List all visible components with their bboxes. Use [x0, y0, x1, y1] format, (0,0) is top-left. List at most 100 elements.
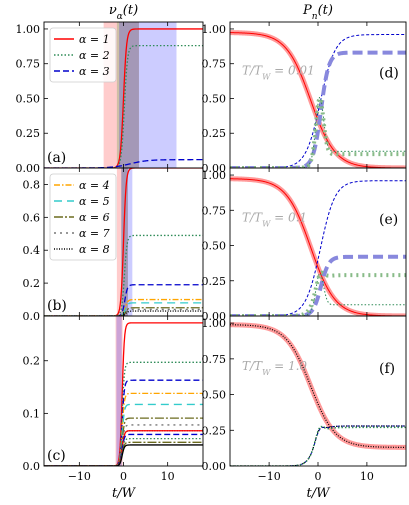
legend-entry: α = 2 — [79, 49, 110, 62]
y-tick-label: 0.50 — [202, 240, 227, 253]
shaded-band — [116, 316, 122, 466]
column-title: Pn(t) — [302, 3, 333, 22]
panel-label: (f) — [379, 361, 395, 377]
annotation: T/TW = 0.01 — [242, 64, 315, 82]
curve-5 — [230, 96, 406, 168]
panel-label: (e) — [379, 212, 398, 228]
y-tick-label: 0.00 — [16, 162, 41, 175]
y-tick-label: 0.50 — [16, 92, 41, 105]
y-tick-label: 0.25 — [202, 275, 227, 288]
y-tick-label: 0.00 — [202, 162, 227, 175]
curve-4 — [230, 50, 406, 168]
series-line-12 — [44, 441, 203, 466]
series-line-10 — [44, 433, 203, 466]
annotation: T/TW = 1.0 — [242, 359, 307, 377]
panel-area — [44, 22, 203, 168]
y-tick-label: 0.0 — [23, 310, 41, 323]
curve-3 — [230, 34, 406, 168]
y-tick-label: 0.25 — [202, 424, 227, 437]
curve-4 — [230, 425, 406, 466]
panel-frame — [229, 167, 407, 317]
series-line-13 — [44, 444, 203, 466]
series-line-3 — [44, 379, 203, 466]
y-tick-label: 0.2 — [23, 355, 41, 368]
curve-2 — [230, 324, 406, 448]
curve-3 — [230, 180, 406, 316]
y-tick-label: 0.50 — [202, 92, 227, 105]
legend-entry: α = 6 — [79, 211, 110, 224]
panel-area — [230, 30, 406, 168]
series-line-1 — [44, 28, 203, 168]
legend-entry: α = 7 — [79, 227, 110, 240]
annotation: T/TW = 0.1 — [242, 210, 307, 228]
panel-area — [44, 316, 203, 466]
y-tick-label: 1.00 — [202, 169, 227, 182]
panel-area — [230, 322, 406, 466]
y-tick-label: 0.00 — [202, 310, 227, 323]
curve-2 — [230, 178, 406, 316]
series-line-5 — [44, 403, 203, 466]
panel-frame — [229, 315, 407, 467]
y-tick-label: 0.75 — [202, 353, 227, 366]
y-tick-label: 1.00 — [202, 23, 227, 36]
panel-label: (b) — [47, 298, 67, 314]
y-tick-label: 0.75 — [202, 58, 227, 71]
curve-5 — [230, 425, 406, 466]
y-tick-label: 0.00 — [202, 460, 227, 473]
series-line-11 — [44, 437, 203, 466]
y-tick-label: 0.1 — [23, 407, 41, 420]
shaded-band — [119, 22, 177, 168]
legend-entry: α = 5 — [79, 195, 110, 208]
x-tick-label: −10 — [258, 470, 281, 483]
y-tick-label: 0.50 — [202, 389, 227, 402]
shaded-band — [121, 168, 128, 316]
panel-label: (c) — [47, 448, 66, 464]
y-tick-label: 0.2 — [23, 277, 41, 290]
shaded-band — [121, 168, 133, 316]
panel-a: 0.00 0.25 0.50 0.75 1.00 (a) α = 1 α = 2 α = 3 — [16, 21, 204, 175]
x-axis-label: t/W — [112, 486, 137, 501]
y-tick-label: 0.75 — [202, 204, 227, 217]
x-tick-label: 0 — [315, 470, 322, 483]
y-tick-label: 0.25 — [16, 127, 41, 140]
legend-entry: α = 8 — [79, 243, 110, 256]
panel-e: 0.00 0.25 0.50 0.75 1.00 (e) T/TW = 0.1 — [202, 167, 407, 323]
panel-d: 0.00 0.25 0.50 0.75 1.00 (d) T/TW = 0.01 — [202, 21, 407, 175]
legend-box — [49, 27, 117, 83]
panel-area — [230, 176, 406, 316]
y-tick-label: 0.75 — [16, 58, 41, 71]
panel-label: (d) — [379, 65, 399, 81]
panel-b: 0.0 0.2 0.4 0.6 0.8 (b) α = 4 α = 5 α = 6 α = 7 α … — [23, 167, 204, 323]
x-tick-label: 0 — [120, 470, 127, 483]
series-line-1 — [44, 168, 203, 316]
curve-1 — [230, 322, 406, 450]
x-tick-label: 10 — [161, 470, 175, 483]
panel-f: 0.00 0.25 0.50 0.75 1.00 −10 0 10 t/W (f) T/TW = 1… — [202, 315, 407, 501]
series-line-4 — [44, 392, 203, 466]
curve-4 — [230, 254, 406, 316]
y-tick-label: 1.00 — [16, 23, 41, 36]
y-tick-label: 0.0 — [23, 460, 41, 473]
legend-entry: α = 1 — [79, 33, 110, 46]
y-tick-label: 0.25 — [202, 127, 227, 140]
curve-6 — [230, 270, 406, 316]
legend-box — [49, 173, 117, 261]
shaded-band — [115, 316, 123, 466]
panel-frame — [229, 21, 407, 169]
y-tick-label: 0.6 — [23, 211, 41, 224]
series-line-3 — [44, 284, 203, 316]
y-tick-label: 0.4 — [23, 244, 41, 257]
series-line-6 — [44, 417, 203, 466]
legend-entry: α = 4 — [79, 179, 110, 192]
panel-c: 0.0 0.1 0.2 −10 0 10 t/W (c) — [23, 315, 204, 501]
column-title: να(t) — [109, 3, 138, 22]
x-tick-label: 10 — [360, 470, 374, 483]
x-tick-label: −10 — [68, 470, 91, 483]
shaded-band — [116, 168, 128, 316]
x-axis-label: t/W — [307, 486, 332, 501]
legend-entry: α = 3 — [79, 65, 110, 78]
plots-layer: 0.000.250.500.751.00(a)α = 1α = 2α = 3να… — [16, 3, 407, 501]
series-line-1 — [44, 322, 203, 466]
y-tick-label: 1.00 — [202, 317, 227, 330]
